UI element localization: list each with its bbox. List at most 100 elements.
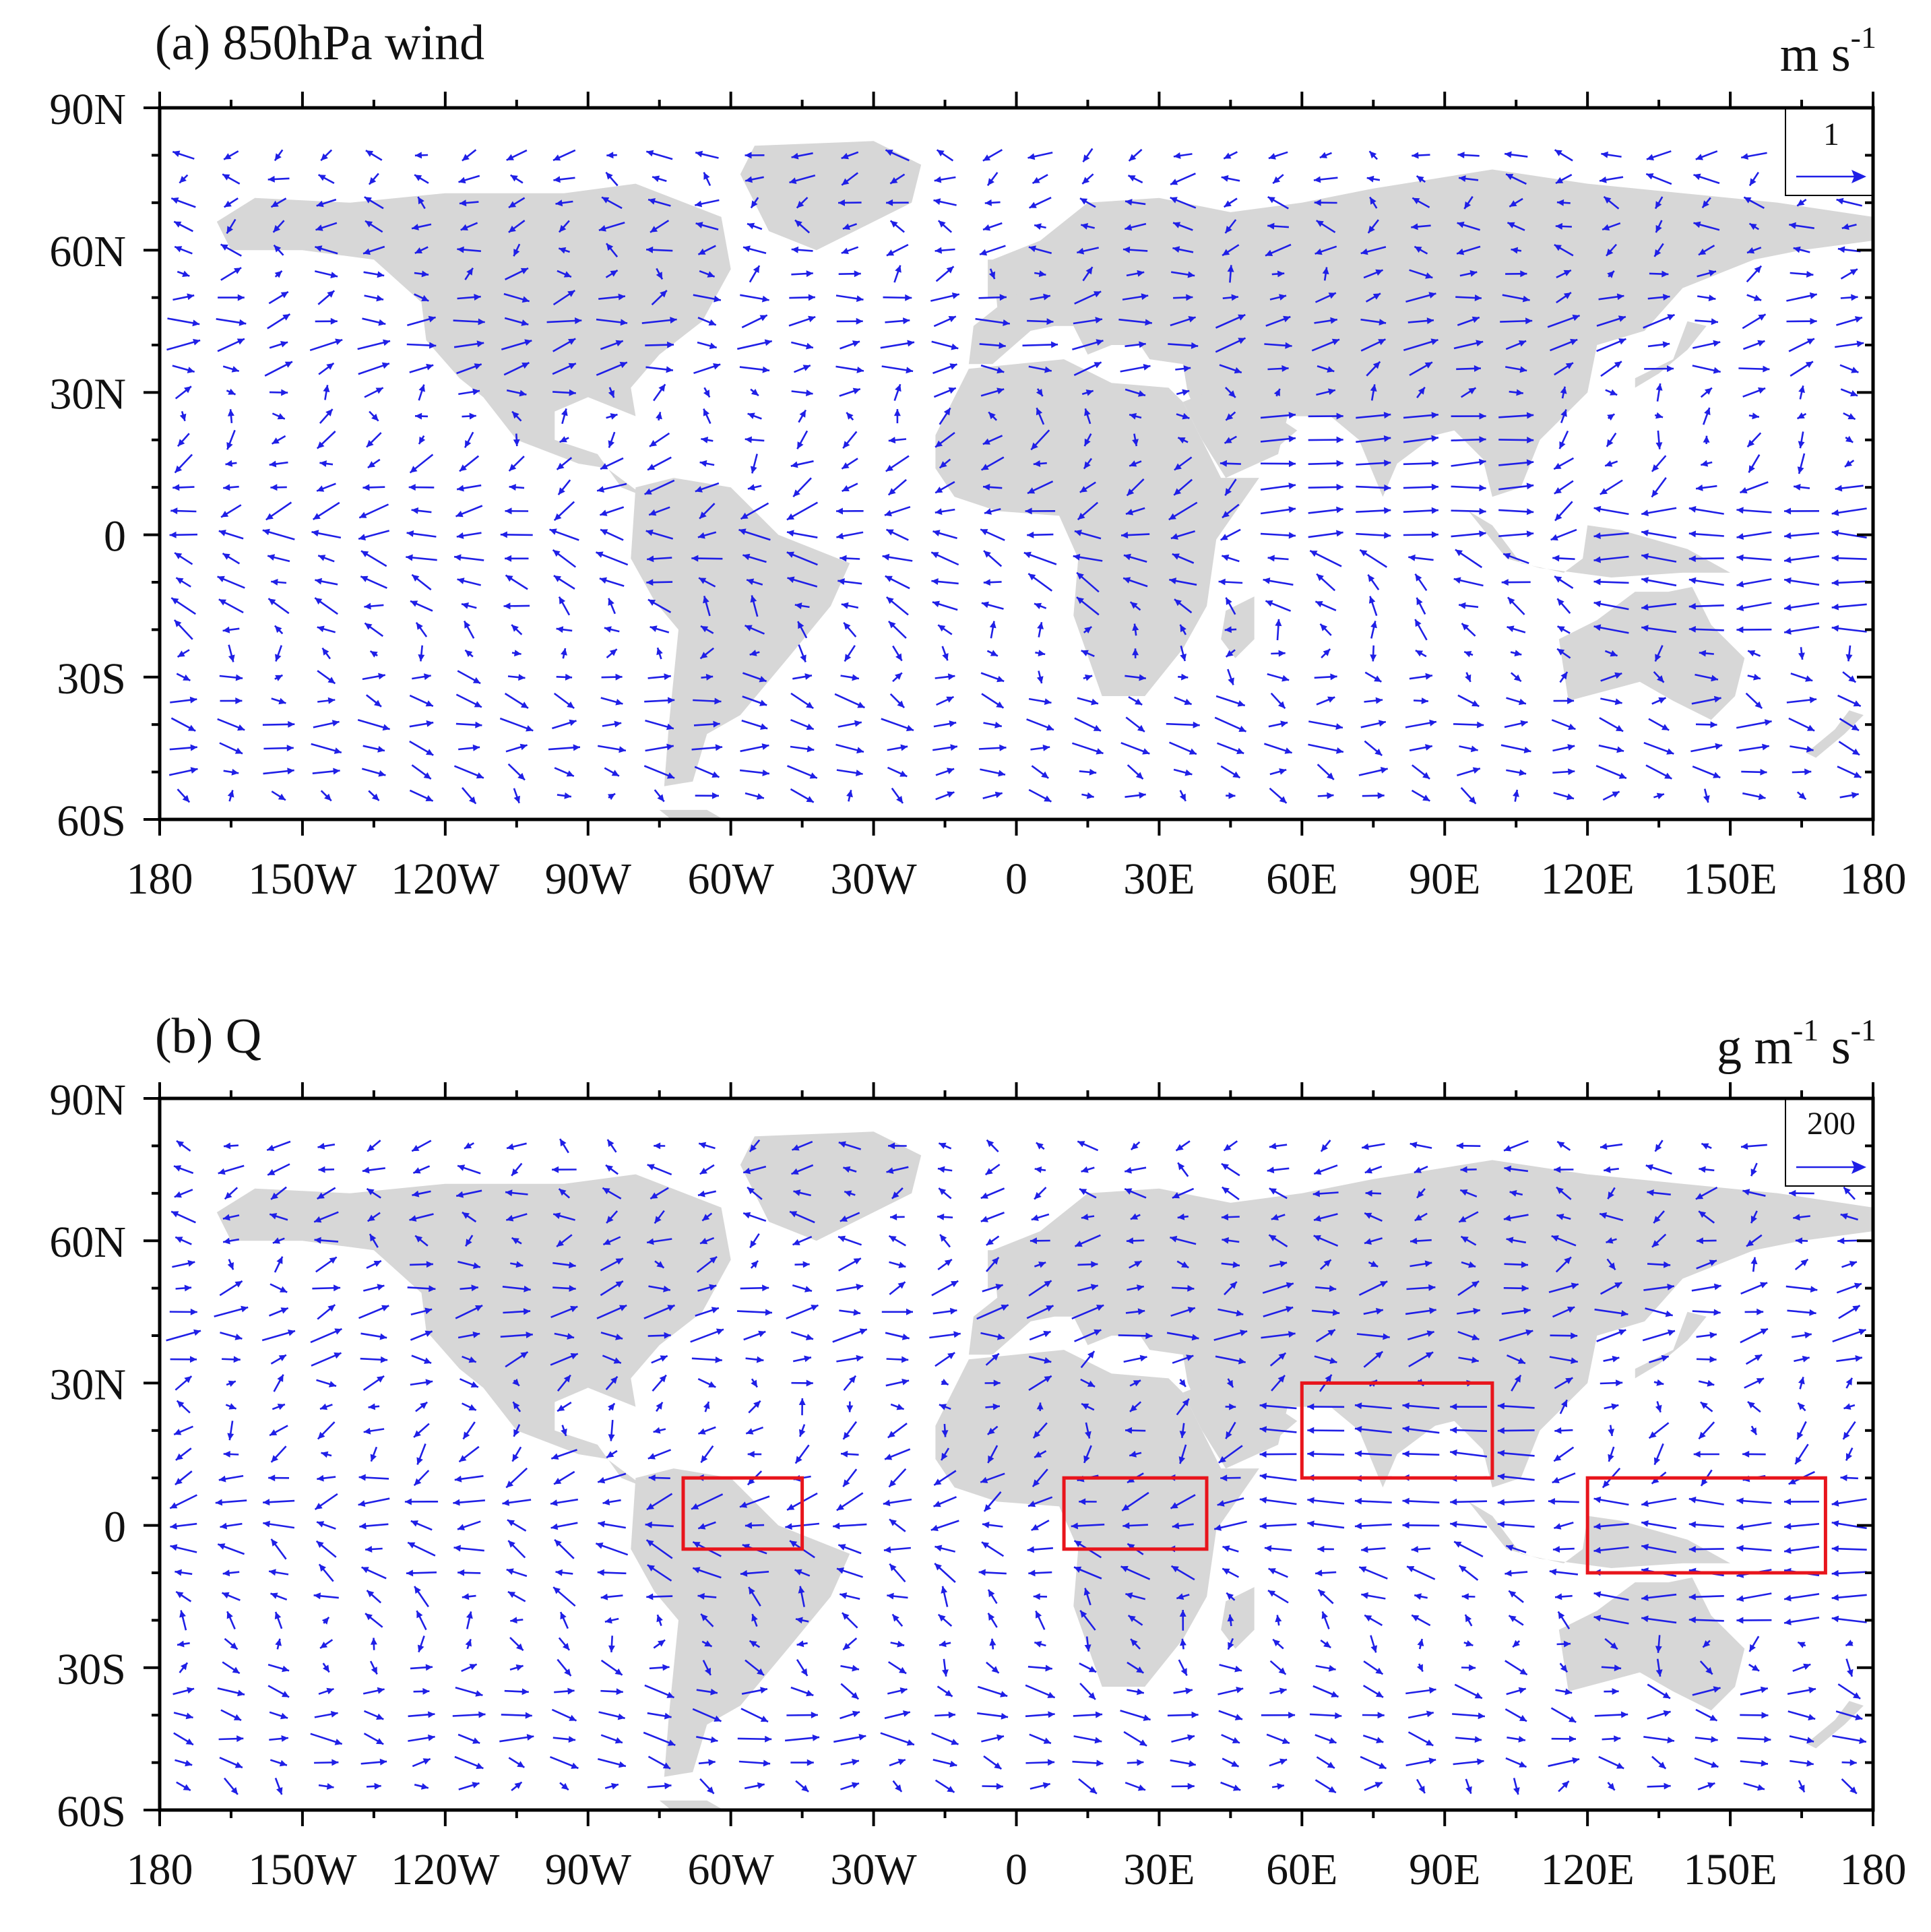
- flow-vector: [1457, 694, 1480, 708]
- flow-vector: [939, 407, 951, 425]
- flow-vector: [1837, 1683, 1861, 1700]
- flow-vector: [168, 767, 198, 776]
- flow-vector: [1032, 174, 1048, 185]
- flow-vector: [1451, 507, 1486, 515]
- flow-vector: [1317, 365, 1335, 373]
- flow-vector: [1742, 1189, 1766, 1197]
- flow-vector: [1695, 721, 1717, 728]
- flow-vector: [1554, 149, 1573, 162]
- flow-vector: [320, 149, 333, 162]
- flow-vector: [695, 199, 720, 208]
- flow-vector: [988, 411, 998, 421]
- flow-vector: [1176, 1593, 1190, 1600]
- flow-vector: [270, 1592, 288, 1601]
- flow-vector: [1736, 578, 1772, 588]
- flow-vector: [751, 1613, 758, 1627]
- flow-vector: [1023, 551, 1057, 565]
- flow-vector: [1129, 1260, 1143, 1269]
- flow-vector: [645, 341, 674, 348]
- flow-vector: [1452, 1712, 1485, 1720]
- flow-vector: [1649, 1354, 1670, 1363]
- flow-vector: [596, 361, 628, 376]
- land-antarctic-fringe: [659, 809, 724, 819]
- flow-vector: [1655, 1401, 1662, 1413]
- flow-vector: [835, 294, 864, 303]
- y-tick-label: 60N: [49, 1218, 126, 1267]
- flow-vector: [1125, 388, 1146, 397]
- flow-vector: [223, 150, 239, 160]
- flow-vector: [1022, 341, 1058, 348]
- flow-vector: [699, 270, 716, 278]
- flow-vector: [643, 765, 675, 779]
- flow-vector: [746, 578, 763, 586]
- flow-vector: [1508, 1590, 1524, 1603]
- flow-vector: [696, 1736, 718, 1743]
- flow-vector: [695, 150, 719, 159]
- flow-vector: [1317, 764, 1335, 780]
- flow-vector: [222, 553, 241, 565]
- flow-vector: [841, 602, 859, 609]
- flow-vector: [1356, 1333, 1390, 1340]
- flow-vector: [932, 1307, 957, 1315]
- flow-vector: [602, 1236, 621, 1246]
- flow-vector: [267, 175, 290, 183]
- flow-vector: [1696, 1237, 1717, 1245]
- flow-vector: [1602, 222, 1621, 231]
- flow-vector: [1027, 573, 1053, 592]
- flow-vector: [1510, 672, 1522, 683]
- flow-vector: [1794, 1443, 1809, 1465]
- flow-vector: [1655, 220, 1663, 233]
- flow-vector: [1026, 718, 1054, 731]
- flow-vector: [1315, 245, 1337, 255]
- flow-vector: [933, 720, 957, 728]
- flow-vector: [1224, 386, 1236, 398]
- flow-vector: [930, 551, 959, 566]
- flow-vector: [410, 1261, 433, 1268]
- flow-vector: [410, 1330, 433, 1341]
- flow-vector: [885, 575, 910, 590]
- flow-vector: [833, 1522, 867, 1530]
- flow-vector: [1461, 387, 1477, 398]
- flow-vector: [1790, 271, 1814, 278]
- flow-vector: [886, 1356, 909, 1363]
- flow-vector: [1080, 1378, 1096, 1388]
- flow-vector: [604, 626, 620, 633]
- flow-vector: [747, 1186, 763, 1200]
- flow-vector: [983, 550, 1003, 567]
- flow-vector: [1081, 389, 1094, 396]
- flow-vector: [1695, 673, 1719, 682]
- flow-vector: [270, 484, 287, 491]
- flow-vector: [985, 1352, 1000, 1366]
- flow-vector: [932, 1759, 957, 1768]
- flow-vector: [1072, 1759, 1104, 1767]
- land-mask: [216, 1131, 1873, 1810]
- flow-vector: [790, 745, 815, 753]
- flow-vector: [1750, 1162, 1758, 1177]
- flow-vector: [1783, 507, 1820, 515]
- flow-vector: [1842, 1421, 1856, 1440]
- flow-vector: [744, 1782, 765, 1790]
- flow-vector: [1269, 1660, 1287, 1675]
- flow-vector: [462, 1355, 477, 1363]
- flow-vector: [550, 1522, 578, 1530]
- flow-vector: [511, 410, 522, 422]
- flow-vector: [1600, 479, 1623, 495]
- flow-vector: [1783, 555, 1820, 563]
- flow-vector: [508, 220, 526, 233]
- flow-vector: [1125, 1427, 1146, 1434]
- flow-vector: [366, 432, 382, 448]
- flow-vector: [887, 1687, 908, 1695]
- land-eurasia: [968, 1160, 1873, 1488]
- flow-vector: [177, 270, 190, 277]
- flow-vector: [1267, 1589, 1289, 1604]
- flow-vector: [169, 1494, 197, 1509]
- x-tick-label: 60E: [1266, 1845, 1337, 1894]
- flow-vector: [833, 1733, 866, 1743]
- flow-vector: [455, 505, 483, 518]
- flow-vector: [1786, 317, 1817, 325]
- flow-vector: [410, 1307, 433, 1315]
- flow-vector: [1316, 696, 1335, 706]
- flow-vector: [312, 768, 340, 775]
- flow-vector: [507, 763, 526, 781]
- flow-vector: [1743, 1782, 1765, 1791]
